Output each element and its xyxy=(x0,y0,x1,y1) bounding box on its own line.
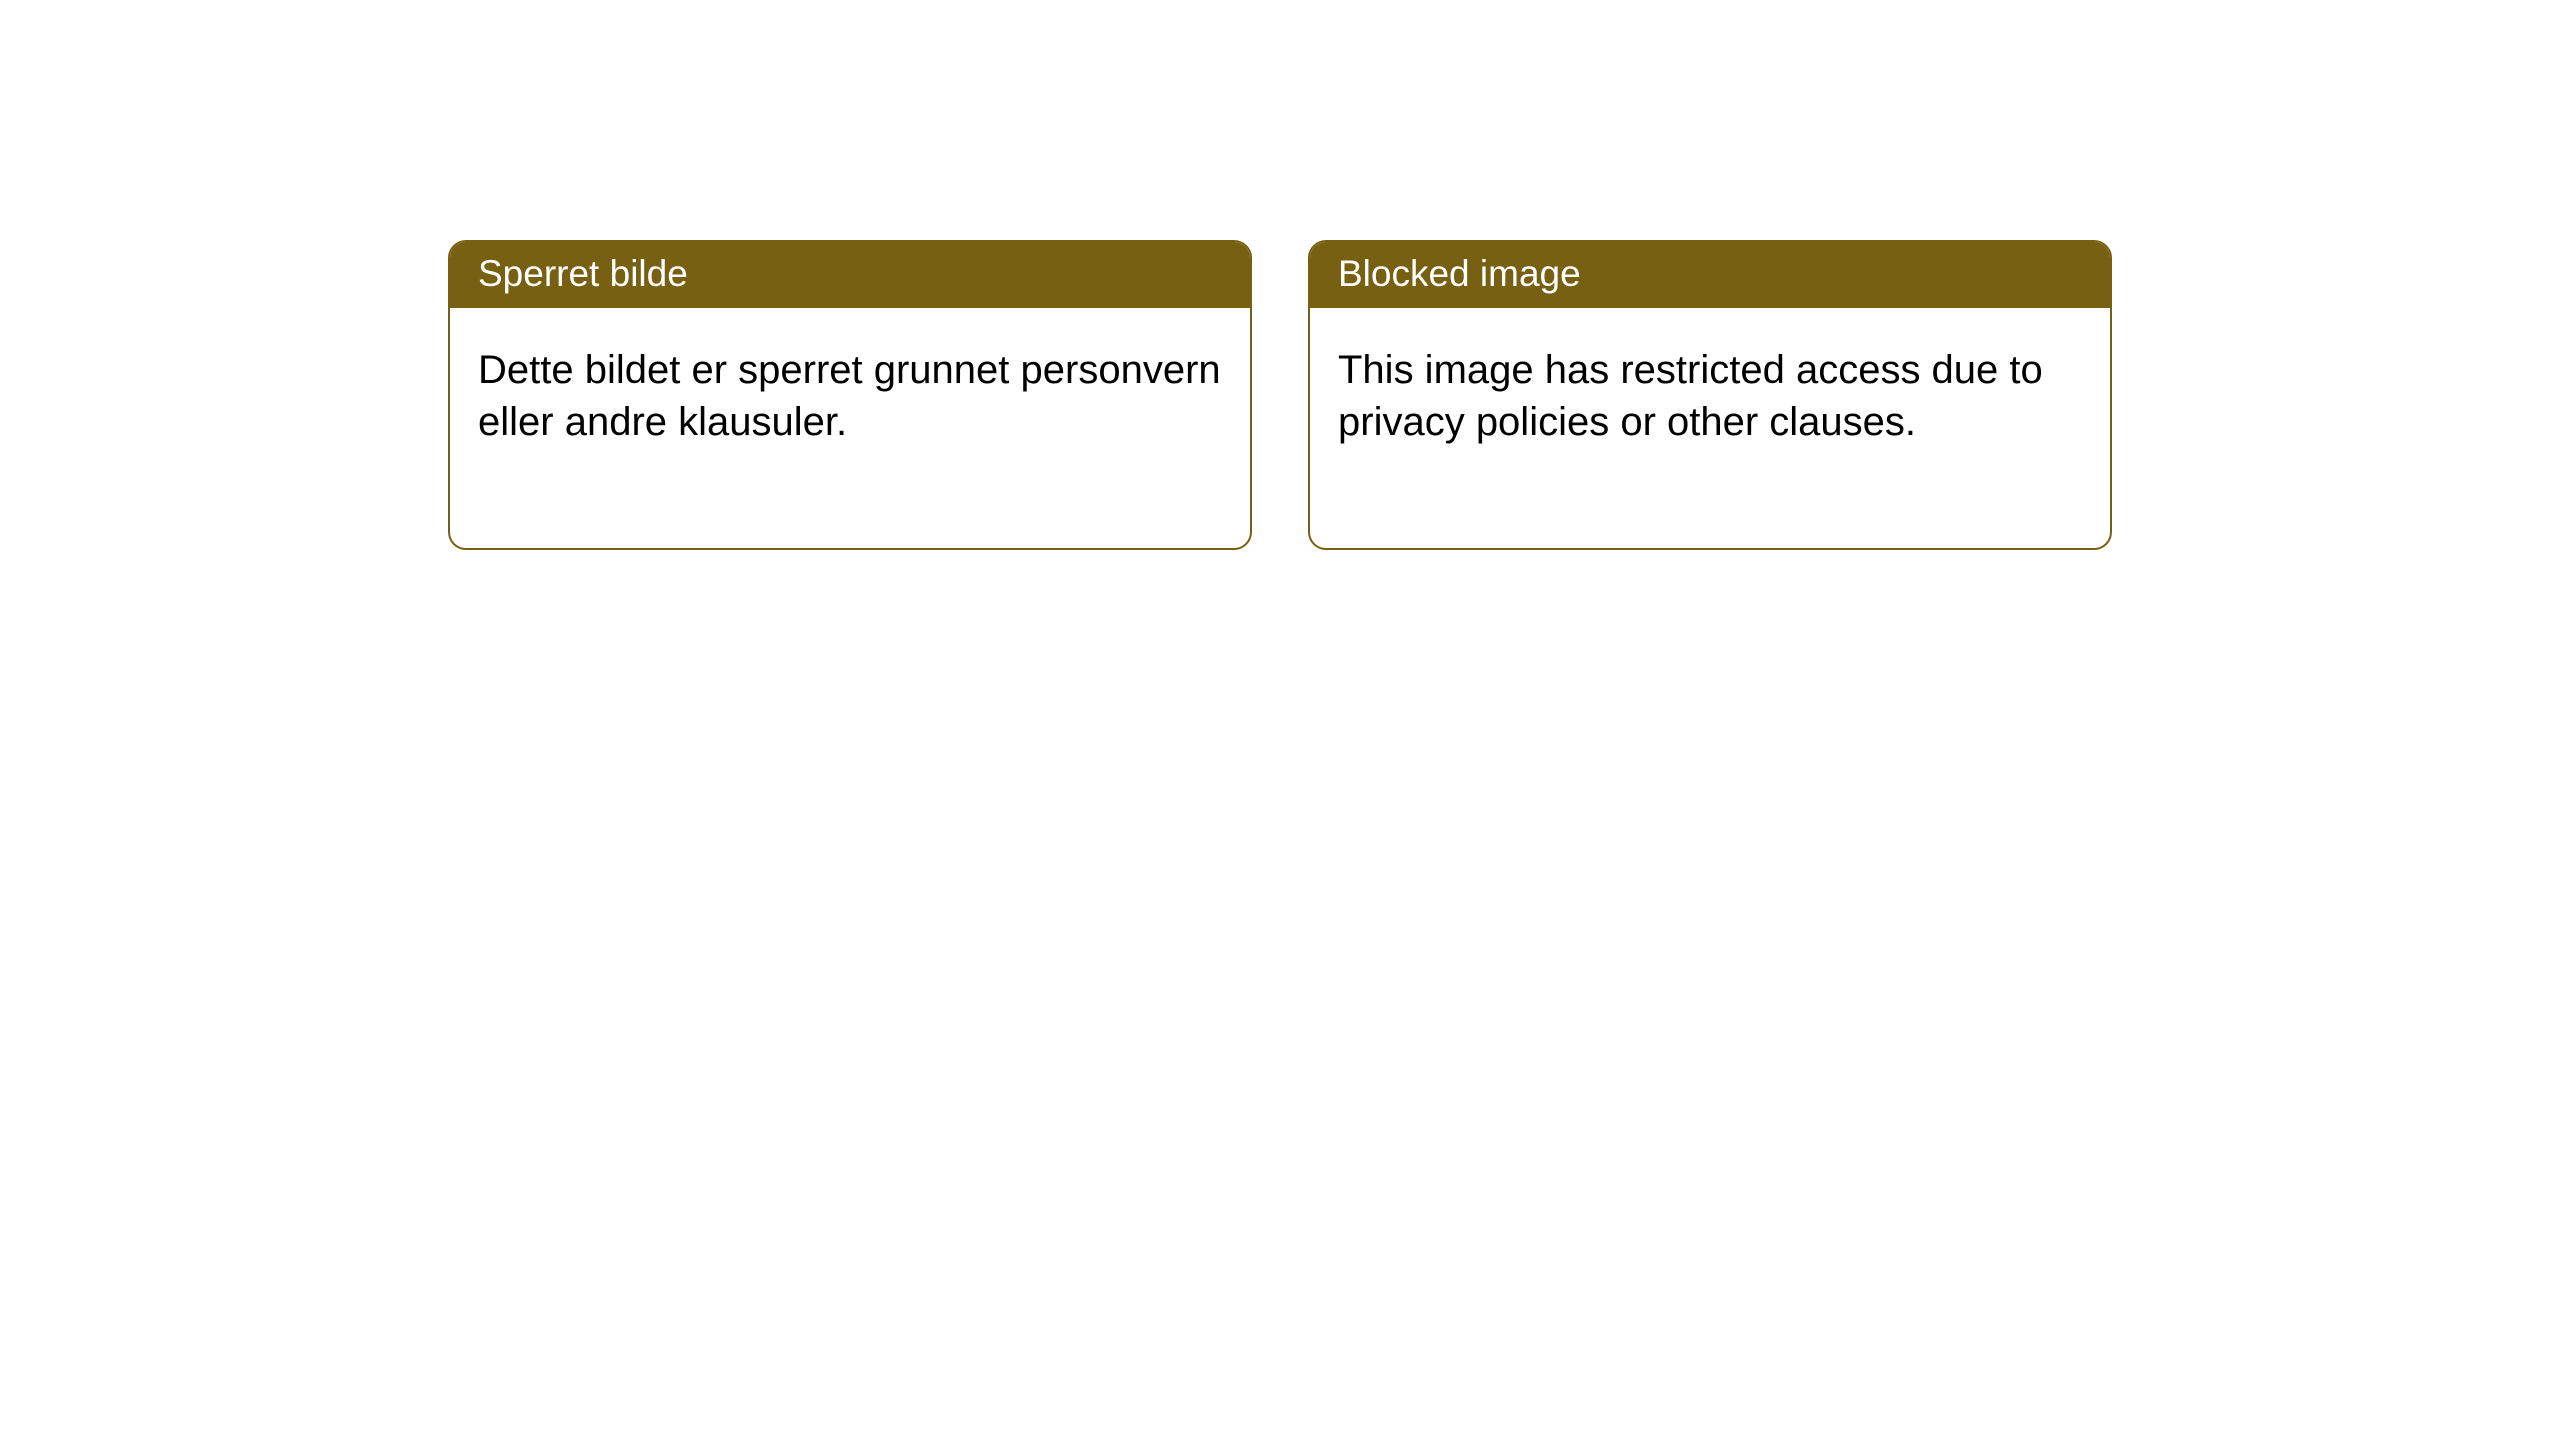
notice-box-english: Blocked image This image has restricted … xyxy=(1308,240,2112,550)
notice-body-norwegian: Dette bildet er sperret grunnet personve… xyxy=(450,308,1250,548)
notice-body-english: This image has restricted access due to … xyxy=(1310,308,2110,548)
notice-box-norwegian: Sperret bilde Dette bildet er sperret gr… xyxy=(448,240,1252,550)
notice-header-english: Blocked image xyxy=(1310,242,2110,308)
notice-container: Sperret bilde Dette bildet er sperret gr… xyxy=(448,240,2112,550)
notice-header-norwegian: Sperret bilde xyxy=(450,242,1250,308)
